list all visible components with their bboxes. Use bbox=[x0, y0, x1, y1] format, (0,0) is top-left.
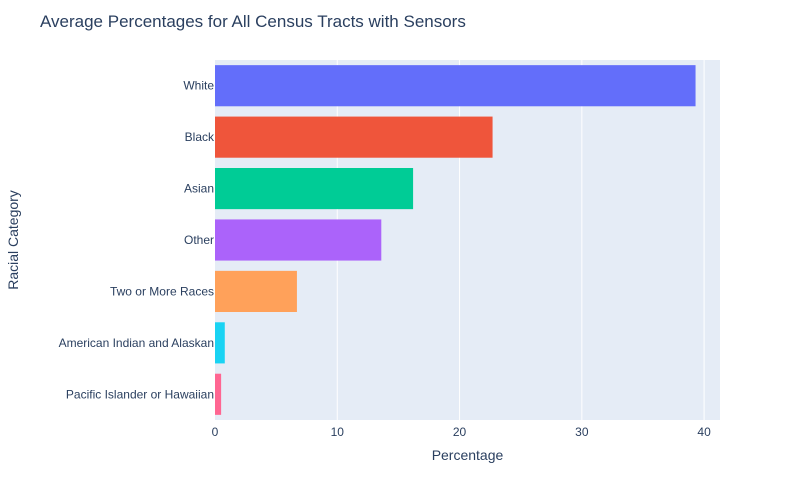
bar-pacific-islander-or-hawaiian bbox=[215, 373, 222, 415]
x-tick-label: 10 bbox=[331, 425, 345, 439]
bar-two-or-more-races bbox=[215, 270, 297, 312]
x-tick-label: 30 bbox=[575, 425, 589, 439]
y-axis-title: Racial Category bbox=[5, 190, 21, 290]
y-tick-labels: White Black Asian Other Two or More Races Ame… bbox=[59, 79, 215, 402]
y-tick-label: Asian bbox=[184, 182, 214, 196]
chart-title: Average Percentages for All Census Tract… bbox=[40, 12, 466, 31]
y-tick-label: Two or More Races bbox=[110, 284, 214, 298]
x-axis-title: Percentage bbox=[432, 447, 504, 463]
x-tick-label: 40 bbox=[697, 425, 711, 439]
y-tick-label: Other bbox=[184, 233, 214, 247]
y-tick-label: Pacific Islander or Hawaiian bbox=[66, 387, 214, 401]
bar-american-indian-and-alaskan bbox=[215, 322, 225, 364]
x-tick-labels: 0 10 20 30 40 bbox=[212, 425, 711, 439]
bar-asian bbox=[215, 168, 414, 210]
y-tick-label: American Indian and Alaskan bbox=[59, 336, 214, 350]
x-tick-label: 0 bbox=[212, 425, 219, 439]
bar-other bbox=[215, 219, 382, 261]
x-tick-label: 20 bbox=[453, 425, 467, 439]
bars bbox=[215, 65, 696, 415]
y-tick-label: Black bbox=[185, 130, 215, 144]
bar-white bbox=[215, 65, 696, 107]
y-tick-label: White bbox=[183, 79, 214, 93]
bar-black bbox=[215, 116, 493, 158]
